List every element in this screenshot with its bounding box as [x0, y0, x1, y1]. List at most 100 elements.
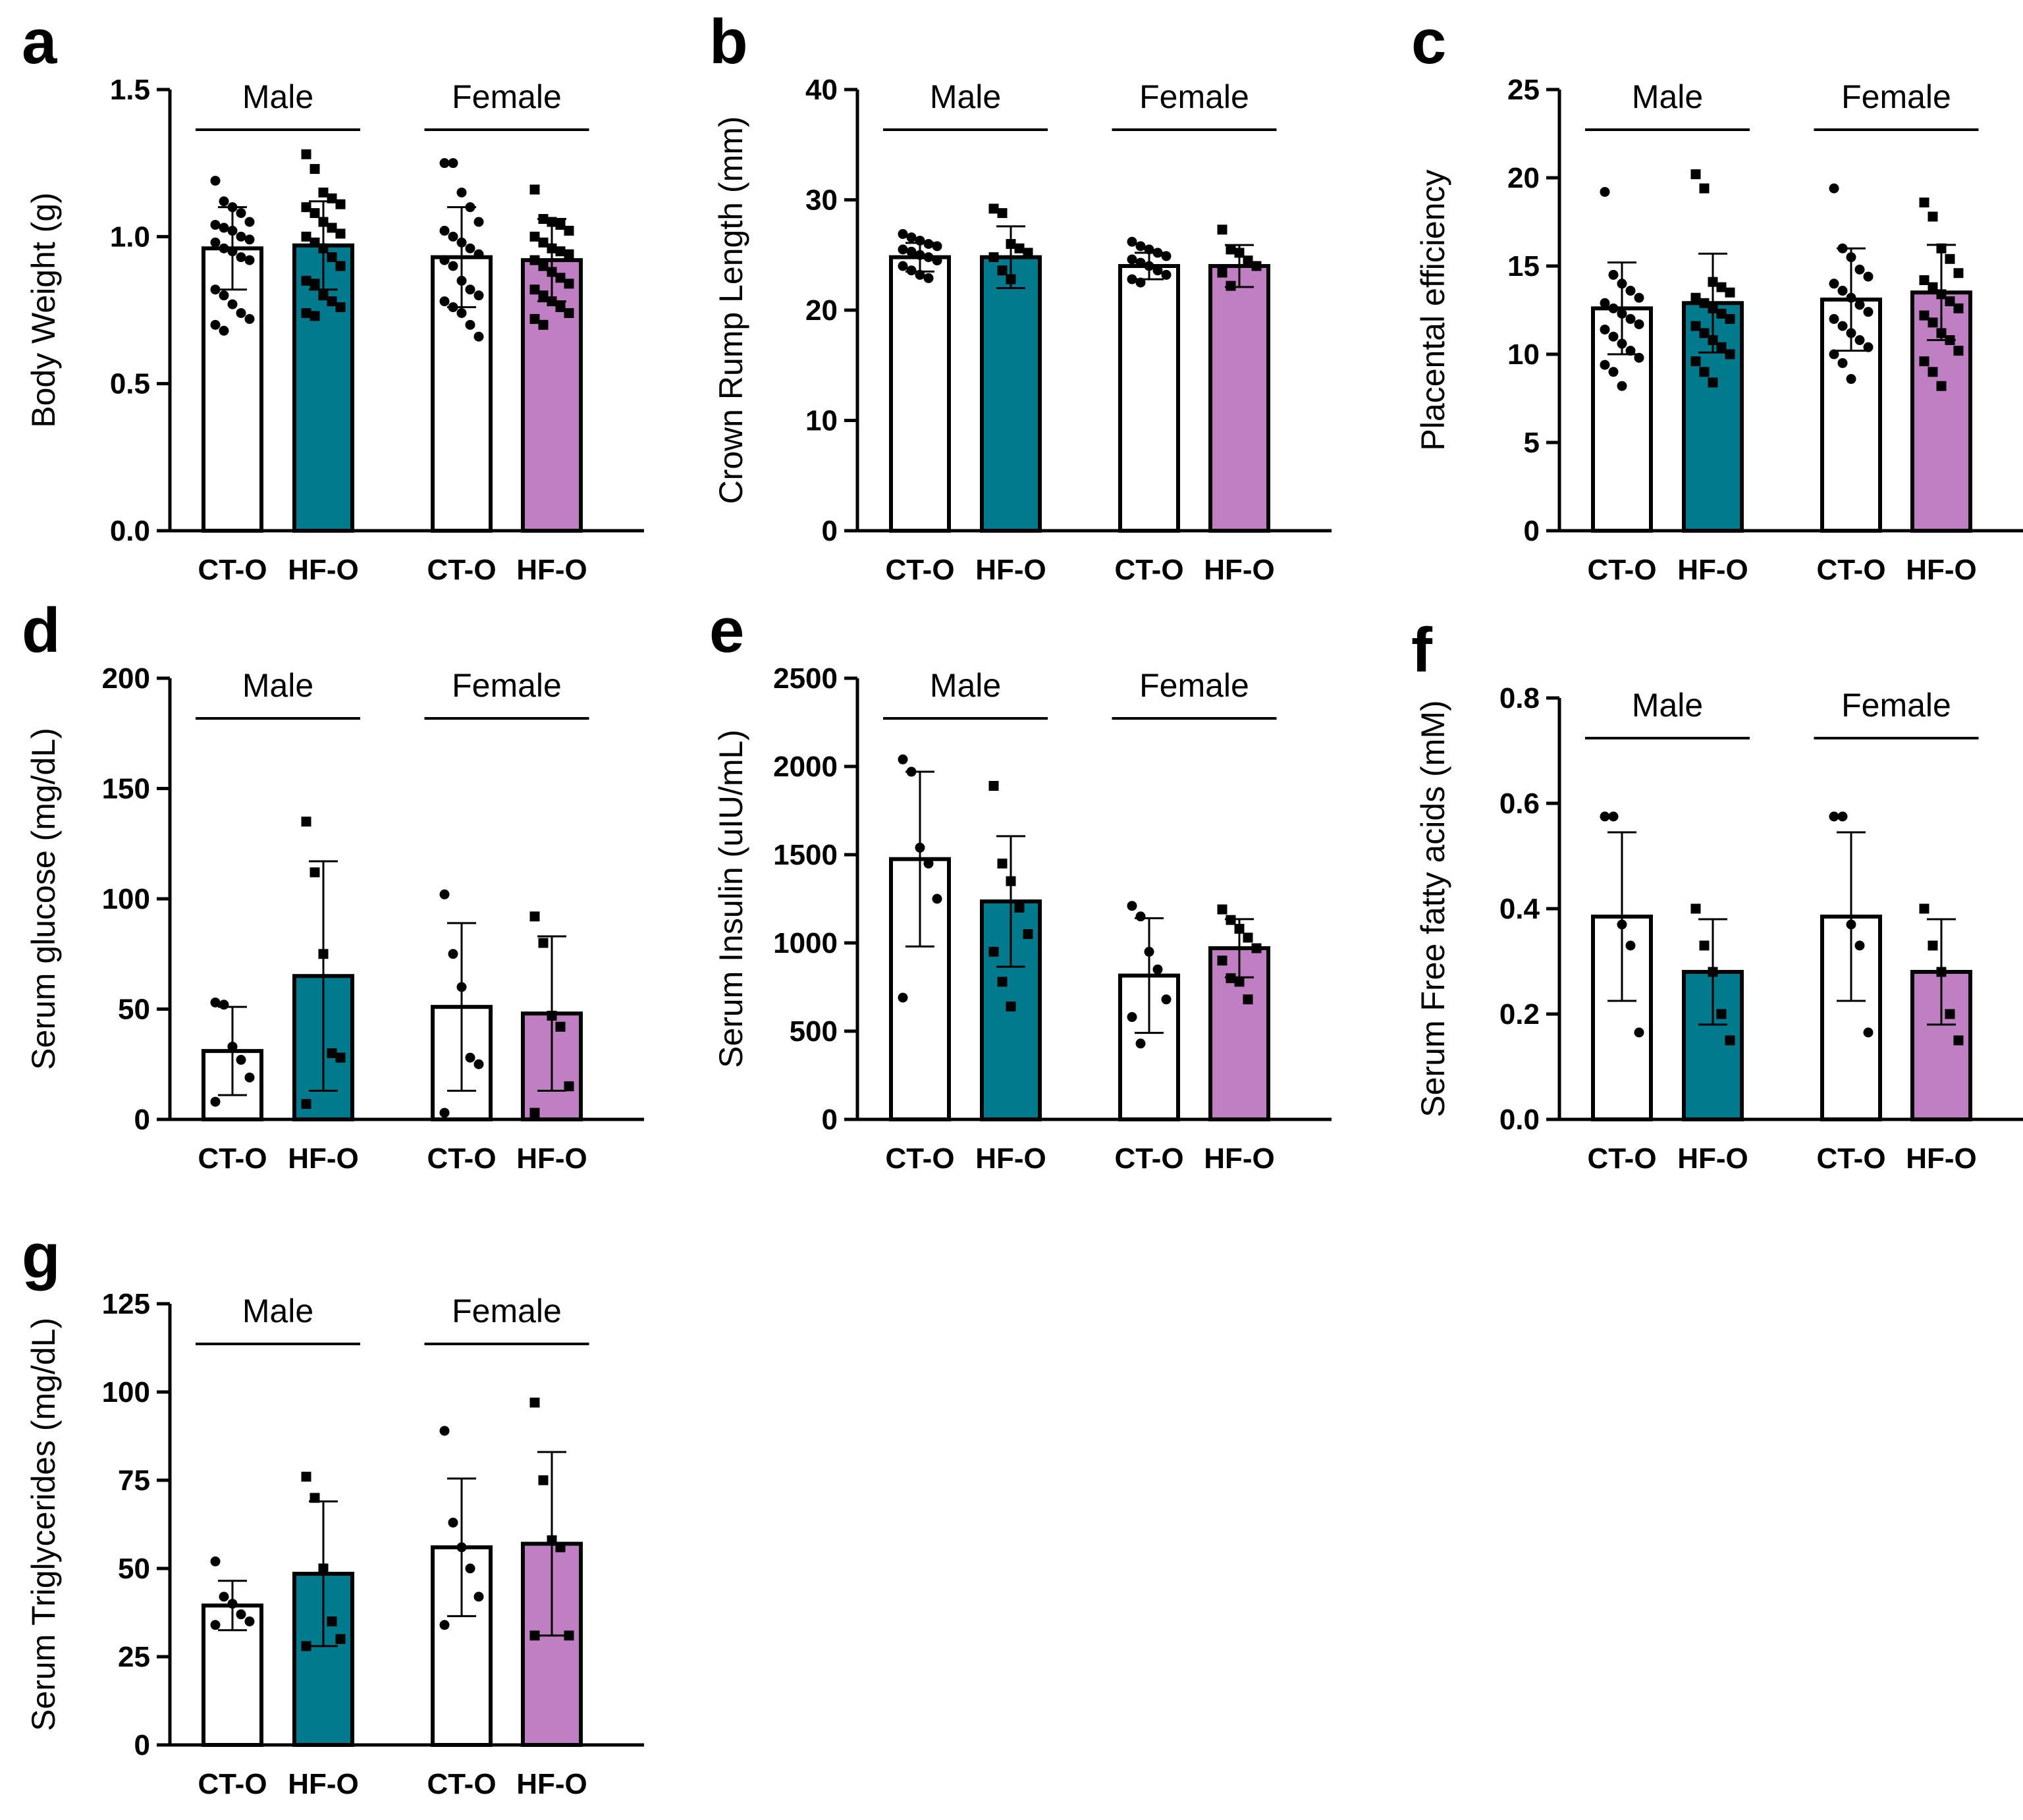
data-point [210, 1620, 221, 1630]
data-point [227, 246, 238, 257]
data-point [1716, 308, 1727, 319]
data-point [529, 231, 540, 242]
data-point [1617, 338, 1627, 349]
data-point [1226, 915, 1236, 925]
data-point [439, 1108, 450, 1118]
x-category-label: HF-O [1677, 1142, 1748, 1175]
y-tick-label: 20 [1507, 162, 1540, 194]
data-point [219, 1592, 229, 1602]
data-point [310, 1493, 320, 1503]
data-point [301, 231, 311, 242]
data-point [227, 225, 238, 236]
data-point [988, 252, 999, 263]
data-point [227, 1041, 238, 1052]
data-point [335, 199, 346, 209]
y-tick-label: 0.8 [1499, 682, 1540, 714]
x-category-label: CT-O [427, 554, 496, 586]
data-point [1953, 1035, 1964, 1046]
data-point [310, 164, 320, 174]
data-point [547, 1535, 557, 1545]
group-label-male: Male [930, 78, 1001, 115]
data-point [529, 284, 540, 295]
y-tick-label: 500 [790, 1015, 838, 1048]
data-point [1953, 346, 1964, 356]
data-point [439, 889, 450, 899]
bar-ct-o-male [889, 255, 951, 533]
data-point [932, 241, 942, 252]
data-point [529, 1630, 540, 1641]
data-point [244, 313, 255, 324]
group-label-female: Female [1841, 687, 1951, 724]
data-point [1936, 289, 1947, 300]
data-point [1725, 349, 1735, 360]
data-point [529, 313, 540, 324]
data-point [923, 273, 934, 283]
data-point [906, 232, 917, 242]
data-point [547, 243, 557, 254]
data-point [210, 997, 221, 1007]
data-point [1600, 186, 1610, 197]
data-point [310, 311, 320, 321]
data-point [244, 1072, 255, 1083]
data-point [538, 1475, 549, 1485]
data-point [1127, 901, 1137, 911]
y-tick-label: 100 [102, 883, 150, 915]
panel-letter-a: a [22, 7, 57, 77]
group-label-female: Female [452, 78, 562, 115]
data-point [564, 279, 574, 289]
data-point [439, 225, 450, 236]
data-point [227, 299, 238, 309]
data-point [1226, 244, 1236, 255]
x-category-label: CT-O [1816, 554, 1885, 586]
data-point [318, 243, 329, 254]
data-point [236, 252, 246, 263]
data-point [1006, 239, 1016, 249]
data-point [310, 208, 320, 219]
data-point [1023, 248, 1033, 258]
y-tick-label: 50 [118, 1553, 150, 1585]
x-category-label: CT-O [1114, 1142, 1183, 1175]
bar-hf-o-male [980, 255, 1042, 533]
data-point [538, 938, 549, 948]
data-point [1690, 321, 1701, 331]
data-point [529, 1397, 540, 1408]
data-point [1708, 303, 1718, 313]
y-axis-title: Placental efficiency [1415, 169, 1451, 450]
data-point [1234, 248, 1245, 258]
data-point [1936, 243, 1947, 254]
data-point [1152, 265, 1163, 276]
data-point [310, 237, 320, 248]
x-category-label: HF-O [1204, 1142, 1275, 1175]
data-point [1863, 342, 1874, 352]
data-point [456, 308, 467, 318]
data-point [1634, 1027, 1644, 1038]
data-point [1161, 251, 1172, 261]
data-point [932, 255, 942, 266]
x-category-label: HF-O [288, 554, 359, 586]
data-point [1127, 274, 1137, 284]
data-point [1006, 876, 1016, 886]
data-point [1127, 1012, 1137, 1023]
data-point [1725, 1035, 1735, 1046]
y-tick-label: 10 [805, 405, 838, 437]
data-point [1152, 964, 1163, 975]
y-axis-title: Serum Insulin (uIU/mL) [713, 730, 749, 1068]
data-point [439, 255, 450, 265]
y-tick-label: 20 [805, 294, 838, 327]
data-point [1690, 292, 1701, 303]
data-point [1928, 940, 1938, 951]
data-point [473, 290, 484, 301]
data-point [1699, 940, 1710, 951]
data-point [1863, 1027, 1874, 1038]
data-point [1854, 264, 1865, 275]
data-point [456, 187, 467, 198]
data-point [1625, 313, 1636, 324]
data-point [448, 261, 458, 271]
data-point [1716, 282, 1727, 292]
data-point [236, 308, 246, 318]
data-point [301, 816, 311, 827]
data-point [997, 858, 1008, 869]
data-point [1634, 319, 1644, 329]
x-category-label: HF-O [1204, 554, 1275, 586]
x-category-label: CT-O [885, 554, 954, 586]
